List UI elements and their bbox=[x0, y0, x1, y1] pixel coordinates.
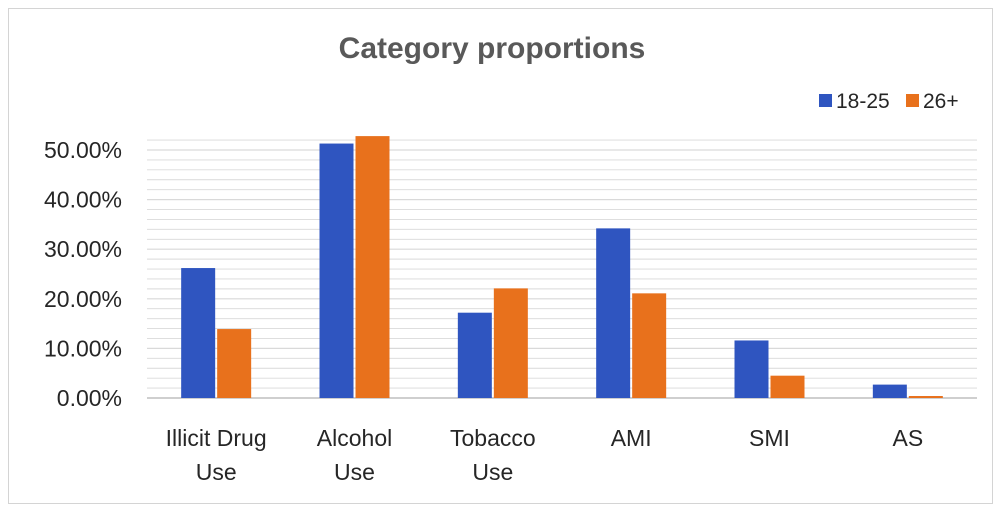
legend-label: 18-25 bbox=[836, 90, 890, 113]
legend-label: 26+ bbox=[923, 90, 959, 113]
chart-frame bbox=[8, 8, 993, 504]
bar-18-25-2 bbox=[457, 312, 492, 398]
y-tick-label: 0.00% bbox=[57, 385, 122, 411]
bar-18-25-3 bbox=[596, 228, 631, 398]
y-tick-label: 40.00% bbox=[44, 187, 122, 213]
y-tick-label: 20.00% bbox=[44, 286, 122, 312]
y-tick-label: 10.00% bbox=[44, 335, 122, 361]
bar-26+-1 bbox=[355, 136, 390, 398]
x-tick-label: AMI bbox=[611, 425, 652, 451]
bar-26+-0 bbox=[217, 329, 252, 398]
bar-18-25-4 bbox=[734, 340, 769, 398]
y-tick-label: 50.00% bbox=[44, 137, 122, 163]
bar-26+-3 bbox=[632, 293, 667, 398]
bar-26+-2 bbox=[493, 288, 528, 398]
legend-swatch bbox=[819, 94, 832, 107]
x-tick-label: Illicit Drug bbox=[166, 425, 267, 451]
x-tick-label: SMI bbox=[749, 425, 790, 451]
bar-26+-4 bbox=[770, 375, 805, 398]
bars bbox=[181, 136, 943, 398]
bar-18-25-0 bbox=[181, 268, 216, 398]
bar-26+-5 bbox=[908, 396, 943, 398]
x-axis: Illicit Drug Use Alcohol Use Tobacco Use AMI SM… bbox=[166, 425, 923, 485]
legend: 18-25 26+ bbox=[819, 90, 959, 113]
bar-18-25-5 bbox=[872, 384, 907, 398]
x-tick-label: Use bbox=[472, 459, 513, 485]
chart-title: Category proportions bbox=[339, 32, 646, 65]
x-tick-label: Use bbox=[196, 459, 237, 485]
x-tick-label: Alcohol bbox=[317, 425, 392, 451]
y-tick-label: 30.00% bbox=[44, 236, 122, 262]
x-tick-label: Use bbox=[334, 459, 375, 485]
x-tick-label: Tobacco bbox=[450, 425, 536, 451]
gridlines bbox=[147, 139, 977, 399]
x-tick-label: AS bbox=[892, 425, 923, 451]
y-axis: 0.00% 10.00% 20.00% 30.00% 40.00% 50.00% bbox=[44, 137, 122, 411]
bar-18-25-1 bbox=[319, 143, 354, 398]
legend-swatch bbox=[906, 94, 919, 107]
